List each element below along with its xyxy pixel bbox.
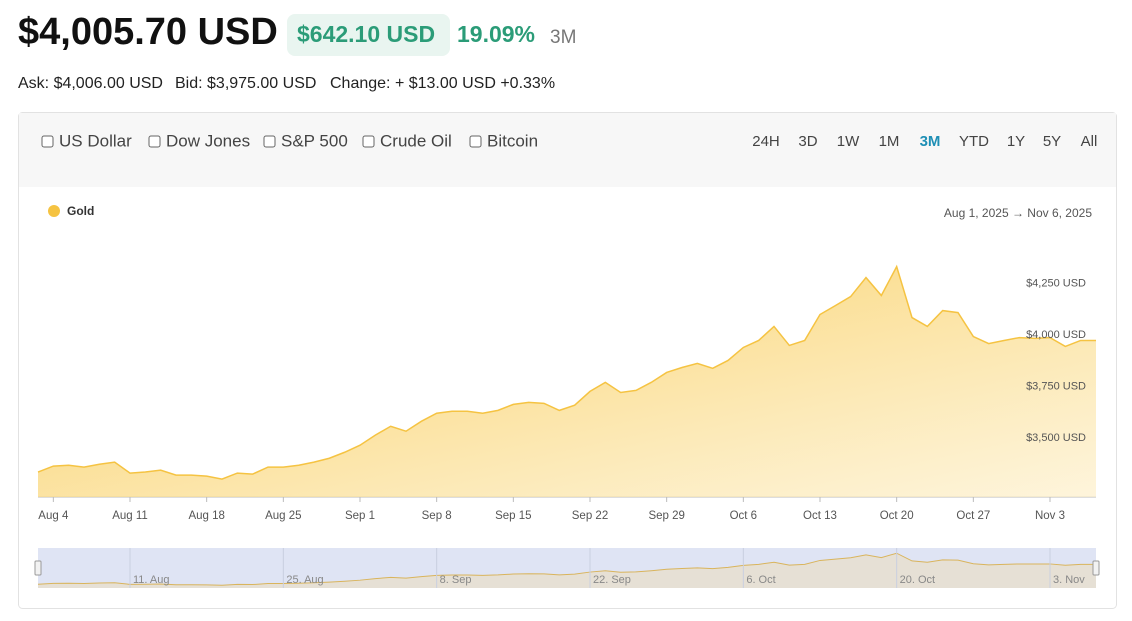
- navigator-handle[interactable]: [1092, 560, 1100, 576]
- y-tick-label: $3,500 USD: [1026, 432, 1086, 444]
- navigator-label: 25. Aug: [286, 574, 323, 586]
- x-tick-label: Sep 15: [495, 510, 531, 522]
- change: $642.10 USD: [297, 21, 435, 47]
- change-pill: [287, 14, 450, 56]
- x-tick-label: Aug 11: [112, 510, 148, 522]
- area: [38, 266, 1096, 497]
- x-tick-label: Oct 27: [956, 510, 990, 522]
- x-tick-label: Oct 6: [730, 510, 757, 522]
- ask: Ask: $4,006.00 USD: [18, 75, 163, 92]
- navigator-label: 3. Nov: [1053, 574, 1085, 586]
- navigator-handle[interactable]: [34, 560, 42, 576]
- navigator-line: [37, 552, 1096, 586]
- x-tick-label: Aug 18: [188, 510, 224, 522]
- x-tick-label: Sep 1: [345, 510, 375, 522]
- x-tick-label: Aug 25: [265, 510, 301, 522]
- range-button[interactable]: 3M: [920, 133, 941, 150]
- range-button[interactable]: 1W: [837, 133, 860, 150]
- range-button[interactable]: All: [1081, 133, 1098, 150]
- day-change: Change: + $13.00 USD +0.33%: [330, 75, 555, 92]
- checkbox[interactable]: [41, 135, 54, 148]
- range-button[interactable]: 5Y: [1043, 133, 1061, 150]
- x-tick-label: Oct 13: [803, 510, 837, 522]
- range-button[interactable]: 1M: [879, 133, 900, 150]
- x-tick-label: Aug 4: [38, 510, 69, 522]
- change-pct: 19.09%: [457, 21, 535, 47]
- x-tick-label: Sep 8: [422, 510, 452, 522]
- navigator-area: [38, 553, 1096, 588]
- legend-label: Gold: [67, 204, 94, 218]
- navigator-label: 22. Sep: [593, 574, 631, 586]
- navigator-label: 11. Aug: [133, 574, 170, 586]
- x-tick-label: Nov 3: [1035, 510, 1065, 522]
- x-tick-label: Sep 22: [572, 510, 608, 522]
- range-button[interactable]: 24H: [752, 133, 780, 150]
- toggle-label[interactable]: Dow Jones: [166, 131, 250, 150]
- toggle-label[interactable]: US Dollar: [59, 131, 132, 150]
- range-button[interactable]: 3D: [798, 133, 817, 150]
- y-tick-label: $4,250 USD: [1026, 277, 1086, 289]
- navigator-label: 20. Oct: [900, 574, 935, 586]
- x-tick-label: Oct 20: [880, 510, 914, 522]
- range-button[interactable]: 1Y: [1007, 133, 1025, 150]
- period: 3M: [550, 27, 576, 48]
- y-tick-label: $4,000 USD: [1026, 329, 1086, 341]
- date-range: Aug 1, 2025 → Nov 6, 2025: [944, 206, 1092, 220]
- checkbox[interactable]: [263, 135, 276, 148]
- toggle-label[interactable]: Crude Oil: [380, 131, 452, 150]
- checkbox[interactable]: [148, 135, 161, 148]
- range-button[interactable]: YTD: [959, 133, 989, 150]
- bid: Bid: $3,975.00 USD: [175, 75, 316, 92]
- navigator-label: 8. Sep: [440, 574, 472, 586]
- toggle-label[interactable]: Bitcoin: [487, 131, 538, 150]
- y-tick-label: $3,750 USD: [1026, 381, 1086, 393]
- legend-marker: [48, 205, 60, 217]
- checkbox[interactable]: [362, 135, 375, 148]
- navigator: [38, 548, 1096, 588]
- line: [37, 264, 1096, 480]
- navigator-label: 6. Oct: [746, 574, 775, 586]
- x-tick-label: Sep 29: [648, 510, 684, 522]
- checkbox[interactable]: [469, 135, 482, 148]
- toolbar: [19, 113, 1116, 187]
- toggle-label[interactable]: S&P 500: [281, 131, 348, 150]
- price: $4,005.70 USD: [18, 11, 278, 53]
